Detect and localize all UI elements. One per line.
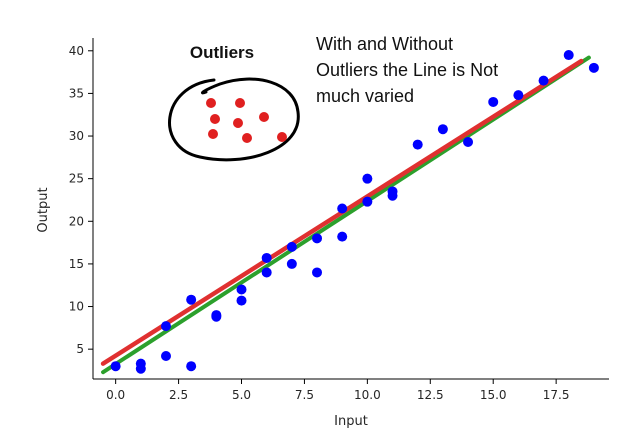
data-point <box>588 62 599 73</box>
data-point <box>261 252 272 263</box>
data-point <box>286 258 297 269</box>
x-tick-label: 10.0 <box>354 388 381 402</box>
data-point <box>186 361 197 372</box>
data-point <box>286 241 297 252</box>
outliers-label: Outliers <box>190 43 254 62</box>
data-point <box>160 350 171 361</box>
data-point <box>312 233 323 244</box>
data-point <box>211 310 222 321</box>
x-tick-label: 0.0 <box>106 388 125 402</box>
outliers-annotation: Outliers <box>168 43 300 162</box>
outlier-point <box>242 133 252 143</box>
x-tick-label: 12.5 <box>417 388 444 402</box>
x-ticks: 0.0 2.5 5.0 7.5 10.0 12.5 15.0 17.5 <box>106 379 570 402</box>
y-tick-label: 10 <box>69 300 84 314</box>
outliers-circle <box>168 77 300 162</box>
data-point <box>236 295 247 306</box>
outlier-point <box>208 129 218 139</box>
outlier-point <box>206 98 216 108</box>
y-tick-label: 35 <box>69 86 84 100</box>
y-tick-label: 5 <box>76 342 84 356</box>
y-tick-label: 40 <box>69 44 84 58</box>
note-annotation: With and Without Outliers the Line is No… <box>316 34 498 106</box>
x-axis-label: Input <box>334 414 368 429</box>
data-point <box>236 284 247 295</box>
data-point <box>261 267 272 278</box>
outlier-point <box>277 132 287 142</box>
outlier-point <box>259 112 269 122</box>
data-point <box>135 358 146 369</box>
data-point <box>160 321 171 332</box>
y-tick-label: 30 <box>69 129 84 143</box>
data-point <box>337 203 348 214</box>
x-tick-label: 5.0 <box>232 388 251 402</box>
y-tick-label: 20 <box>69 214 84 228</box>
outlier-points <box>206 98 287 143</box>
data-point <box>312 267 323 278</box>
data-point <box>538 75 549 86</box>
data-point <box>513 90 524 101</box>
data-point <box>337 231 348 242</box>
outlier-point <box>210 114 220 124</box>
x-tick-label: 17.5 <box>543 388 570 402</box>
data-points <box>110 50 599 374</box>
data-point <box>563 50 574 61</box>
y-tick-label: 25 <box>69 172 84 186</box>
y-tick-label: 15 <box>69 257 84 271</box>
outlier-point <box>233 118 243 128</box>
y-ticks: 5 10 15 20 25 30 35 40 <box>69 44 93 356</box>
note-line-1: With and Without <box>316 34 453 54</box>
note-line-3: much varied <box>316 86 414 106</box>
data-point <box>110 361 121 372</box>
data-point <box>437 124 448 135</box>
outlier-point <box>235 98 245 108</box>
y-axis-label: Output <box>36 187 51 232</box>
data-point <box>186 294 197 305</box>
data-point <box>488 96 499 107</box>
data-point <box>362 196 373 207</box>
data-point <box>362 173 373 184</box>
data-point <box>387 186 398 197</box>
data-point <box>463 137 474 148</box>
note-line-2: Outliers the Line is Not <box>316 60 498 80</box>
x-tick-label: 7.5 <box>295 388 314 402</box>
x-tick-label: 2.5 <box>169 388 188 402</box>
data-point <box>412 139 423 150</box>
x-tick-label: 15.0 <box>480 388 507 402</box>
